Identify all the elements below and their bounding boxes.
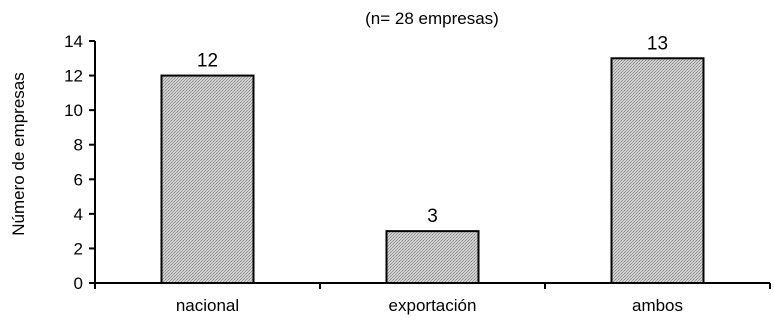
y-axis-label: Número de empresas xyxy=(9,72,28,235)
x-tick-label-exportación: exportación xyxy=(389,296,477,315)
bar-exportación xyxy=(385,230,480,284)
y-axis: 0 2 4 6 8 10 12 14 xyxy=(64,32,96,293)
data-label-nacional: 12 xyxy=(197,51,218,72)
data-label-ambos: 13 xyxy=(647,33,668,54)
x-tick-labels: nacional exportación ambos xyxy=(176,296,683,315)
bars xyxy=(160,57,705,284)
y-tick-label: 0 xyxy=(74,274,83,293)
y-tick-label: 12 xyxy=(64,67,83,86)
x-tick-label-nacional: nacional xyxy=(176,296,239,315)
data-labels: 12 3 13 xyxy=(197,33,668,227)
y-tick-label: 10 xyxy=(64,101,83,120)
data-label-exportación: 3 xyxy=(427,206,438,227)
y-tick-label: 6 xyxy=(74,170,83,189)
x-tick-label-ambos: ambos xyxy=(632,296,683,315)
chart-subtitle: (n= 28 empresas) xyxy=(365,9,499,28)
y-tick-label: 2 xyxy=(74,239,83,258)
bar-ambos xyxy=(610,57,705,284)
y-tick-label: 14 xyxy=(64,32,83,51)
bar-nacional xyxy=(160,74,255,284)
y-tick-label: 4 xyxy=(74,205,83,224)
y-tick-label: 8 xyxy=(74,136,83,155)
